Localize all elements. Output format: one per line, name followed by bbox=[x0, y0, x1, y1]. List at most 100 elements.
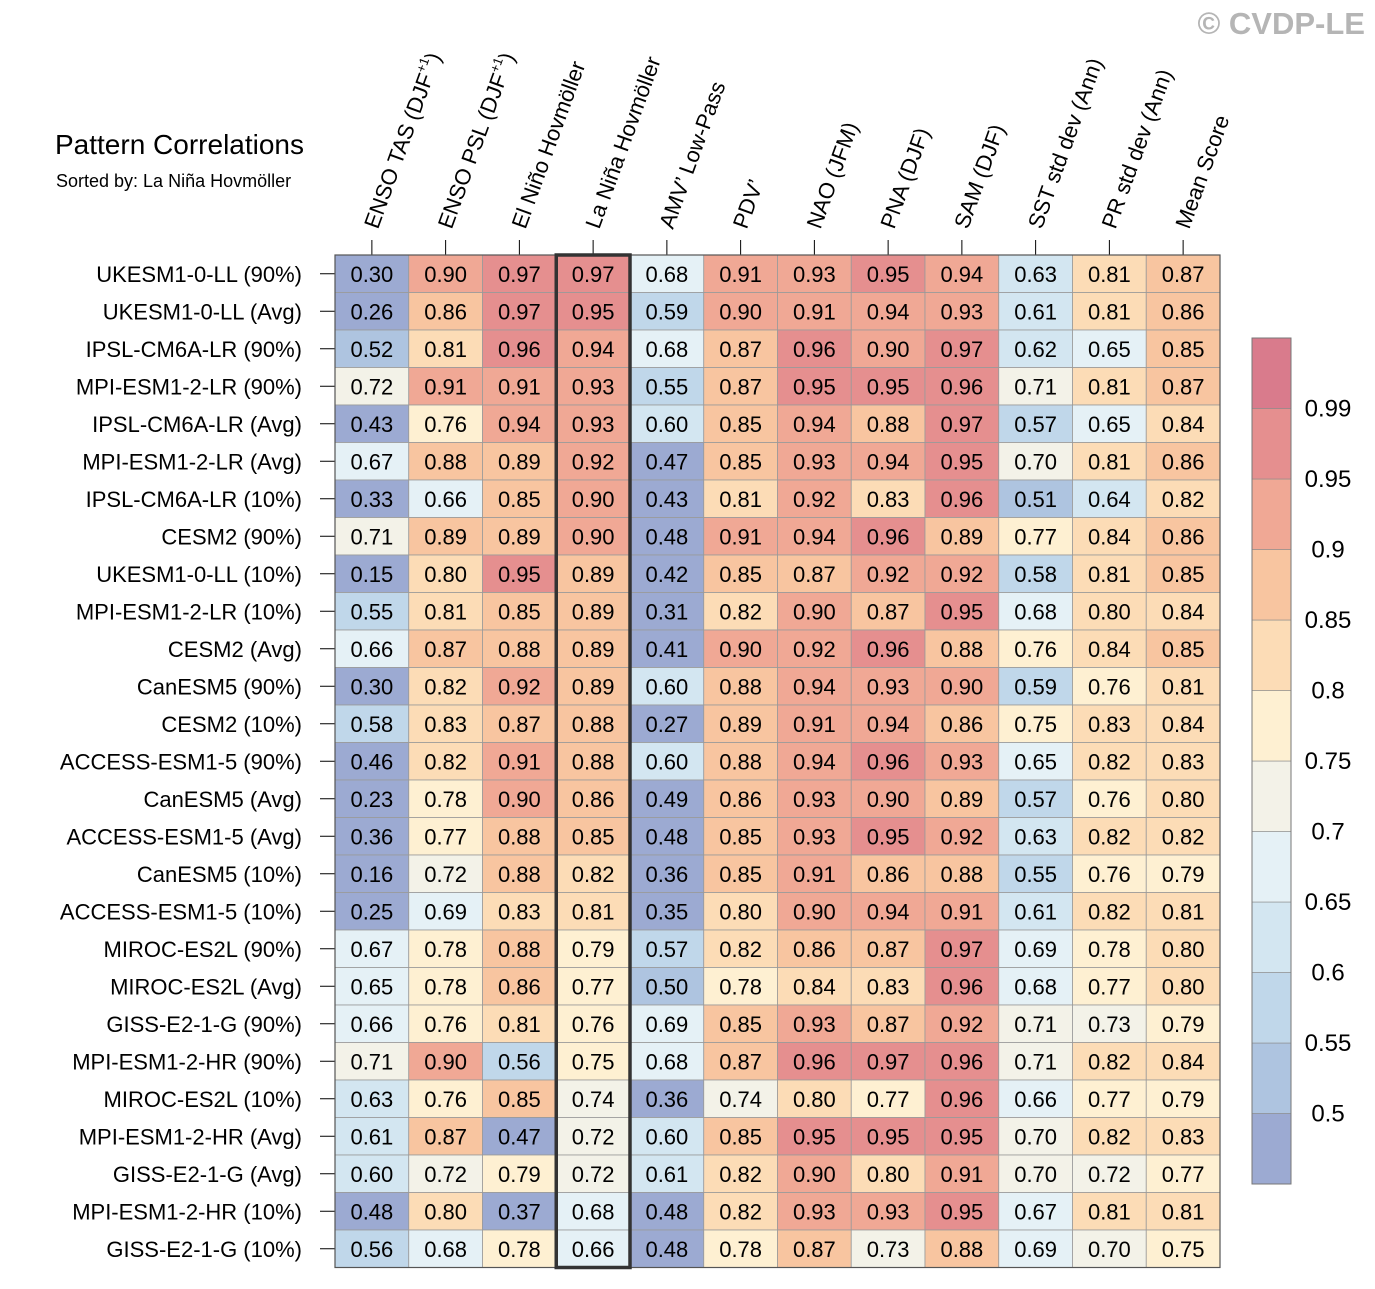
cell-value: 0.73 bbox=[867, 1237, 910, 1262]
heatmap-cell bbox=[629, 817, 705, 856]
heatmap-cell bbox=[482, 254, 557, 293]
column-label-amv-low-pass: AMV’ Low-Pass bbox=[654, 78, 730, 232]
heatmap-cell bbox=[334, 1079, 410, 1118]
colorbar-tick-label: 0.7 bbox=[1311, 819, 1344, 846]
cell-value: 0.70 bbox=[1088, 1237, 1131, 1262]
cell-value: 0.68 bbox=[1014, 599, 1057, 624]
heatmap-cell bbox=[408, 817, 483, 856]
row-label-cesm2-10: CESM2 (10%) bbox=[161, 712, 302, 737]
cell-value: 0.82 bbox=[1088, 899, 1131, 924]
heatmap-cell bbox=[1145, 667, 1221, 706]
cell-value: 0.68 bbox=[645, 337, 688, 362]
row-label-access-esm1-5-90: ACCESS-ESM1-5 (90%) bbox=[60, 749, 302, 774]
cell-value: 0.27 bbox=[645, 712, 688, 737]
heatmap-cell bbox=[334, 967, 410, 1006]
cell-value: 0.50 bbox=[645, 974, 688, 999]
heatmap-cell bbox=[1145, 1004, 1221, 1043]
cell-value: 0.78 bbox=[424, 787, 467, 812]
cell-value: 0.60 bbox=[645, 412, 688, 437]
column-headers: ENSO TAS (DJF+1)ENSO PSL (DJF+1)El Niño … bbox=[359, 49, 1234, 255]
colorbar-segment bbox=[1251, 972, 1292, 1044]
cell-value: 0.89 bbox=[940, 524, 983, 549]
heatmap-cell bbox=[629, 967, 705, 1006]
heatmap-cell bbox=[482, 329, 557, 368]
heatmap-cell bbox=[777, 817, 852, 856]
colorbar-border bbox=[1251, 337, 1292, 1185]
heatmap-cell bbox=[850, 854, 926, 893]
heatmap-cell bbox=[482, 1154, 557, 1193]
cell-value: 0.82 bbox=[1088, 824, 1131, 849]
heatmap-cell bbox=[777, 1004, 852, 1043]
cell-value: 0.93 bbox=[793, 449, 836, 474]
watermark: © CVDP-LE bbox=[1197, 6, 1365, 41]
heatmap-cell bbox=[1145, 1117, 1221, 1156]
row-label-miroc-es2l-10: MIROC-ES2L (10%) bbox=[104, 1087, 302, 1112]
heatmap-cell bbox=[334, 1117, 410, 1156]
cell-value: 0.88 bbox=[867, 412, 910, 437]
cell-value: 0.82 bbox=[572, 862, 615, 887]
cell-value: 0.25 bbox=[350, 899, 393, 924]
heatmap-cell bbox=[334, 854, 410, 893]
row-label-giss-e2-1-g-10: GISS-E2-1-G (10%) bbox=[106, 1237, 302, 1262]
cell-value: 0.91 bbox=[719, 262, 762, 287]
heatmap-cell bbox=[408, 254, 483, 293]
cell-value: 0.83 bbox=[1162, 749, 1205, 774]
cell-value: 0.81 bbox=[1088, 299, 1131, 324]
row-label-giss-e2-1-g-avg: GISS-E2-1-G (Avg) bbox=[113, 1162, 302, 1187]
cell-value: 0.23 bbox=[350, 787, 393, 812]
heatmap-cell bbox=[629, 1229, 705, 1268]
cell-value: 0.90 bbox=[572, 524, 615, 549]
cell-value: 0.90 bbox=[424, 1049, 467, 1074]
heatmap-cell bbox=[334, 742, 410, 781]
cell-value: 0.86 bbox=[793, 937, 836, 962]
heatmap-cell bbox=[555, 254, 631, 293]
cell-value: 0.83 bbox=[424, 712, 467, 737]
cell-value: 0.96 bbox=[867, 637, 910, 662]
cell-value: 0.83 bbox=[867, 974, 910, 999]
column-label-text: El Niño Hovmöller bbox=[507, 58, 591, 232]
cell-value: 0.90 bbox=[940, 674, 983, 699]
cell-value: 0.95 bbox=[867, 824, 910, 849]
heatmap-cell bbox=[555, 817, 631, 856]
cell-value: 0.89 bbox=[719, 712, 762, 737]
column-label-pr-std-dev-ann: PR std dev (Ann) bbox=[1097, 66, 1178, 232]
cell-value: 0.68 bbox=[1014, 974, 1057, 999]
cell-value: 0.82 bbox=[719, 599, 762, 624]
heatmap-cell bbox=[924, 479, 1000, 518]
heatmap-cell bbox=[555, 517, 631, 556]
heatmap-cell bbox=[1145, 292, 1221, 331]
row-label-canesm5-avg: CanESM5 (Avg) bbox=[143, 787, 302, 812]
cell-value: 0.91 bbox=[498, 749, 541, 774]
heatmap-cell bbox=[924, 704, 1000, 743]
cell-value: 0.80 bbox=[867, 1162, 910, 1187]
cell-value: 0.56 bbox=[350, 1237, 393, 1262]
cell-value: 0.94 bbox=[572, 337, 615, 362]
cell-value: 0.61 bbox=[1014, 899, 1057, 924]
cell-value: 0.93 bbox=[572, 374, 615, 399]
heatmap-cell bbox=[703, 1192, 778, 1231]
cell-value: 0.90 bbox=[719, 299, 762, 324]
heatmap-cell bbox=[629, 479, 705, 518]
colorbar-segment bbox=[1251, 1042, 1292, 1114]
cell-value: 0.82 bbox=[1088, 1049, 1131, 1074]
heatmap-cell bbox=[703, 1042, 778, 1081]
cell-value: 0.47 bbox=[498, 1124, 541, 1149]
cell-value: 0.67 bbox=[350, 449, 393, 474]
cell-value: 0.76 bbox=[1088, 787, 1131, 812]
cell-value: 0.91 bbox=[793, 299, 836, 324]
cell-value: 0.86 bbox=[719, 787, 762, 812]
heatmap-cell bbox=[408, 854, 483, 893]
cell-value: 0.92 bbox=[793, 487, 836, 512]
cell-value: 0.43 bbox=[350, 412, 393, 437]
cell-value: 0.91 bbox=[940, 1162, 983, 1187]
cell-value: 0.85 bbox=[719, 862, 762, 887]
cell-value: 0.72 bbox=[424, 1162, 467, 1187]
heatmap-cell bbox=[1072, 367, 1147, 406]
cell-value: 0.96 bbox=[940, 1087, 983, 1112]
cell-value: 0.89 bbox=[498, 524, 541, 549]
cell-value: 0.16 bbox=[350, 862, 393, 887]
cell-value: 0.96 bbox=[867, 524, 910, 549]
cell-value: 0.96 bbox=[940, 487, 983, 512]
heatmap-cell bbox=[998, 1042, 1073, 1081]
heatmap-cell bbox=[703, 1079, 778, 1118]
